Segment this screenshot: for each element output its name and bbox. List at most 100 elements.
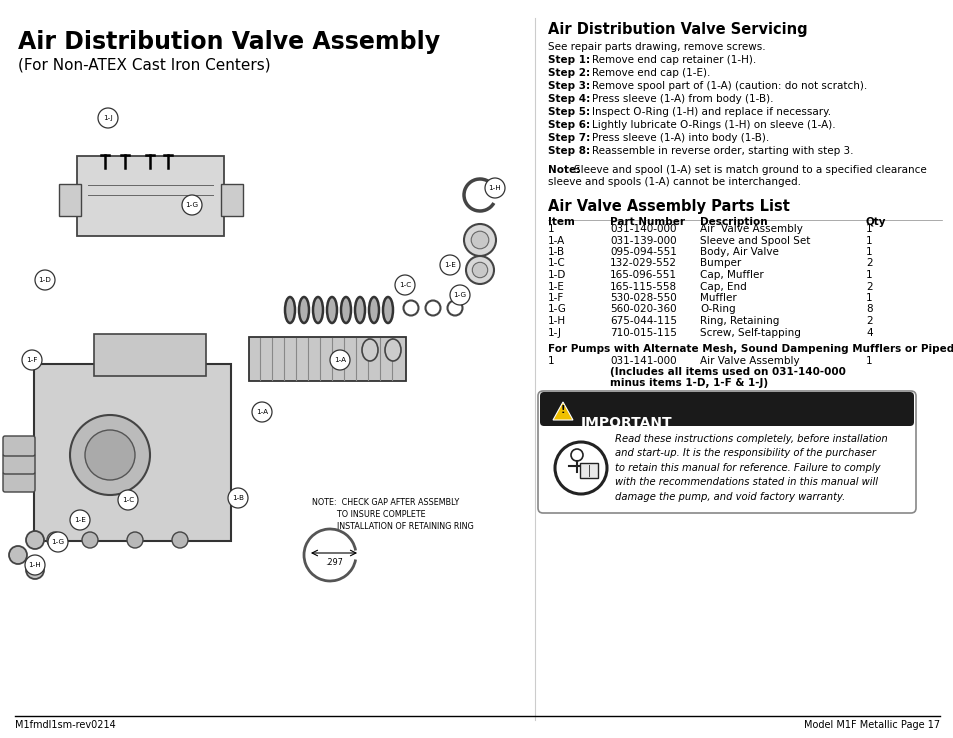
Ellipse shape [382,297,393,323]
Text: sleeve and spools (1-A) cannot be interchanged.: sleeve and spools (1-A) cannot be interc… [547,177,801,187]
Text: 1-A: 1-A [334,357,346,363]
Text: Step 8:: Step 8: [547,146,590,156]
Ellipse shape [355,297,365,323]
Text: Description: Description [700,217,767,227]
Ellipse shape [298,297,309,323]
Text: Remove end cap retainer (1-H).: Remove end cap retainer (1-H). [592,55,756,65]
Text: Remove end cap (1-E).: Remove end cap (1-E). [592,68,710,78]
Text: Sleeve and spool (1-A) set is match ground to a specified clearance: Sleeve and spool (1-A) set is match grou… [574,165,925,175]
FancyBboxPatch shape [34,364,231,541]
Ellipse shape [465,256,494,284]
Text: Bumper: Bumper [700,258,740,269]
Ellipse shape [463,224,496,256]
Text: 1: 1 [865,247,872,257]
Text: 1-E: 1-E [74,517,86,523]
Text: 165-096-551: 165-096-551 [609,270,677,280]
FancyBboxPatch shape [249,337,406,381]
Circle shape [98,108,118,128]
Text: Sleeve and Spool Set: Sleeve and Spool Set [700,235,809,246]
Text: 1-E: 1-E [443,262,456,268]
Circle shape [484,178,504,198]
Circle shape [450,285,470,305]
Text: IMPORTANT: IMPORTANT [580,416,672,430]
Text: 2: 2 [865,316,872,326]
Circle shape [35,270,55,290]
Circle shape [172,532,188,548]
Text: 1-C: 1-C [122,497,134,503]
Text: 1-H: 1-H [547,316,565,326]
Text: (Includes all items used on 031-140-000: (Includes all items used on 031-140-000 [609,367,845,377]
Text: 165-115-558: 165-115-558 [609,281,677,292]
Text: O-Ring: O-Ring [700,305,735,314]
Circle shape [70,415,150,495]
Circle shape [48,532,68,552]
Text: 1-G: 1-G [453,292,466,298]
Text: 1: 1 [865,224,872,234]
Ellipse shape [26,531,44,549]
FancyBboxPatch shape [3,436,35,456]
Circle shape [82,532,98,548]
Text: TO INSURE COMPLETE: TO INSURE COMPLETE [312,510,425,519]
Ellipse shape [26,561,44,579]
Text: !: ! [560,405,565,415]
Text: Reassemble in reverse order, starting with step 3.: Reassemble in reverse order, starting wi… [592,146,853,156]
Text: 1: 1 [865,235,872,246]
Circle shape [252,402,272,422]
Text: Press sleeve (1-A) into body (1-B).: Press sleeve (1-A) into body (1-B). [592,133,768,143]
Text: 2: 2 [865,258,872,269]
Text: 710-015-115: 710-015-115 [609,328,677,337]
Ellipse shape [285,297,294,323]
FancyBboxPatch shape [221,184,243,216]
Circle shape [555,442,606,494]
Text: 1-B: 1-B [232,495,244,501]
Circle shape [25,555,45,575]
Text: Cap, Muffler: Cap, Muffler [700,270,763,280]
Text: 1-F: 1-F [547,293,563,303]
Ellipse shape [9,546,27,564]
Text: 1: 1 [865,293,872,303]
Text: 560-020-360: 560-020-360 [609,305,676,314]
Text: Muffler: Muffler [700,293,736,303]
Circle shape [118,490,138,510]
Circle shape [330,350,350,370]
Text: 675-044-115: 675-044-115 [609,316,677,326]
Text: Step 3:: Step 3: [547,81,590,91]
Circle shape [85,430,135,480]
Text: Air Valve Assembly Parts List: Air Valve Assembly Parts List [547,199,789,214]
Text: Item: Item [547,217,575,227]
Text: 1-G: 1-G [185,202,198,208]
Text: 1-J: 1-J [547,328,561,337]
Text: 031-141-000: 031-141-000 [609,356,676,366]
FancyBboxPatch shape [539,392,913,426]
FancyBboxPatch shape [537,391,915,513]
Text: Air  Valve Assembly: Air Valve Assembly [700,224,802,234]
Text: Inspect O-Ring (1-H) and replace if necessary.: Inspect O-Ring (1-H) and replace if nece… [592,107,830,117]
Text: Step 6:: Step 6: [547,120,590,130]
Text: 1-B: 1-B [547,247,564,257]
Text: 1-H: 1-H [488,185,501,191]
Text: Air Distribution Valve Servicing: Air Distribution Valve Servicing [547,22,807,37]
Text: M1fmdl1sm-rev0214: M1fmdl1sm-rev0214 [15,720,115,730]
FancyBboxPatch shape [77,156,224,236]
Text: .297: .297 [325,558,342,567]
Text: 1-F: 1-F [27,357,38,363]
Polygon shape [553,402,573,420]
Text: Lightly lubricate O-Rings (1-H) on sleeve (1-A).: Lightly lubricate O-Rings (1-H) on sleev… [592,120,835,130]
Circle shape [571,449,582,461]
Text: Body, Air Valve: Body, Air Valve [700,247,778,257]
Ellipse shape [313,297,323,323]
Text: 1-A: 1-A [255,409,268,415]
Text: Step 5:: Step 5: [547,107,590,117]
Text: See repair parts drawing, remove screws.: See repair parts drawing, remove screws. [547,42,765,52]
Circle shape [70,510,90,530]
Text: 1-E: 1-E [547,281,564,292]
Circle shape [22,350,42,370]
Ellipse shape [369,297,378,323]
Text: 1-H: 1-H [29,562,41,568]
Circle shape [127,532,143,548]
Text: Ring, Retaining: Ring, Retaining [700,316,779,326]
Ellipse shape [472,262,487,277]
Text: 530-028-550: 530-028-550 [609,293,676,303]
Text: 4: 4 [865,328,872,337]
Text: Model M1F Metallic Page 17: Model M1F Metallic Page 17 [803,720,939,730]
